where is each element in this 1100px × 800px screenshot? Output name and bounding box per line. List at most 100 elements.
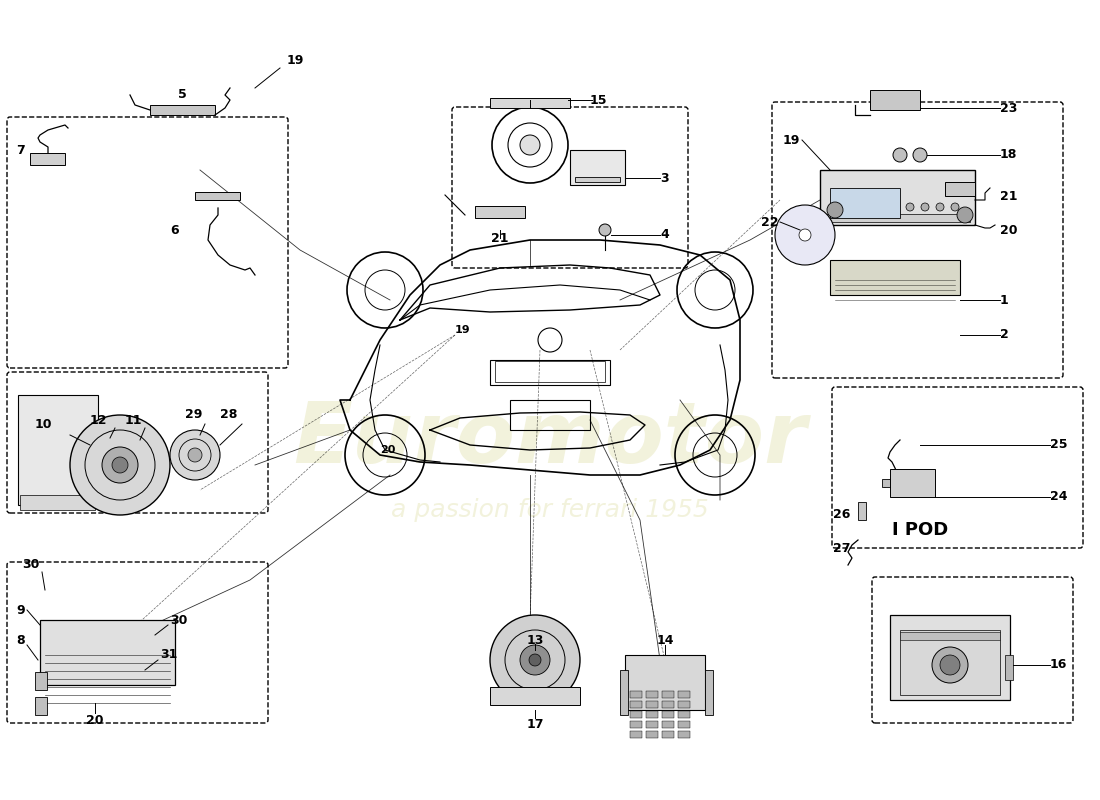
Bar (495, 361, 605, 382)
Text: 25: 25 (1050, 438, 1067, 451)
Bar (630, 711, 642, 718)
Bar (40, 620, 175, 685)
Bar (20, 495, 95, 510)
Text: 6: 6 (170, 223, 179, 237)
Circle shape (188, 448, 202, 462)
Circle shape (932, 647, 968, 683)
Bar (820, 170, 975, 225)
Circle shape (893, 148, 907, 162)
Bar (646, 701, 658, 708)
Bar (900, 632, 1000, 640)
Text: 29: 29 (185, 409, 202, 422)
Text: 24: 24 (1050, 490, 1067, 503)
Text: 21: 21 (492, 231, 508, 245)
Text: 13: 13 (526, 634, 543, 646)
Text: 15: 15 (590, 94, 607, 106)
Bar (858, 502, 866, 520)
Bar (890, 469, 935, 497)
Bar (475, 206, 525, 218)
Text: 19: 19 (782, 134, 800, 146)
Text: 9: 9 (16, 603, 25, 617)
Bar (490, 360, 610, 385)
Circle shape (112, 457, 128, 473)
Text: 30: 30 (23, 558, 40, 571)
Bar (662, 701, 674, 708)
Circle shape (921, 203, 929, 211)
Bar (510, 400, 590, 430)
Text: 16: 16 (1050, 658, 1067, 671)
Bar (35, 672, 47, 690)
Bar (646, 691, 658, 698)
Bar (490, 98, 570, 108)
Circle shape (70, 415, 170, 515)
Text: 23: 23 (1000, 102, 1018, 114)
Circle shape (940, 655, 960, 675)
Text: 20: 20 (381, 445, 396, 455)
Text: 10: 10 (35, 418, 53, 431)
Bar (630, 731, 642, 738)
Bar (678, 711, 690, 718)
Text: 27: 27 (833, 542, 850, 554)
Bar (620, 670, 628, 715)
Circle shape (529, 654, 541, 666)
Text: 11: 11 (125, 414, 143, 426)
Bar (890, 615, 1010, 700)
Text: 8: 8 (16, 634, 25, 646)
Text: 19: 19 (454, 325, 470, 335)
Bar (1005, 655, 1013, 680)
Bar (825, 214, 970, 222)
Text: 7: 7 (16, 143, 25, 157)
Text: 30: 30 (170, 614, 187, 626)
Bar (630, 691, 642, 698)
Bar (662, 721, 674, 728)
Bar (575, 177, 620, 182)
Bar (630, 721, 642, 728)
Bar (646, 721, 658, 728)
Bar (630, 701, 642, 708)
Circle shape (520, 645, 550, 675)
Text: 4: 4 (660, 229, 669, 242)
Text: 26: 26 (833, 509, 850, 522)
Circle shape (957, 207, 974, 223)
Bar (662, 691, 674, 698)
Text: I POD: I POD (892, 521, 948, 539)
Bar (646, 731, 658, 738)
Text: 3: 3 (660, 171, 669, 185)
Circle shape (799, 229, 811, 241)
Bar (625, 655, 705, 710)
Text: 28: 28 (220, 409, 238, 422)
Circle shape (952, 203, 959, 211)
Bar (705, 670, 713, 715)
Bar (830, 188, 900, 218)
Text: 2: 2 (1000, 329, 1009, 342)
Text: 18: 18 (1000, 149, 1018, 162)
Text: 19: 19 (286, 54, 304, 66)
Circle shape (520, 135, 540, 155)
Text: 17: 17 (526, 718, 543, 731)
Bar (150, 105, 214, 115)
Bar (30, 153, 65, 165)
Bar (570, 150, 625, 185)
Bar (662, 731, 674, 738)
Circle shape (600, 224, 610, 236)
Text: 21: 21 (1000, 190, 1018, 202)
Circle shape (913, 148, 927, 162)
Bar (678, 721, 690, 728)
Bar (678, 691, 690, 698)
Circle shape (170, 430, 220, 480)
Bar (490, 687, 580, 705)
Bar (646, 711, 658, 718)
Bar (830, 260, 960, 295)
Bar (678, 701, 690, 708)
Text: 12: 12 (90, 414, 108, 426)
Circle shape (102, 447, 138, 483)
Bar (945, 182, 975, 196)
Circle shape (906, 203, 914, 211)
Text: 20: 20 (86, 714, 103, 726)
Text: 1: 1 (1000, 294, 1009, 306)
Bar (882, 479, 896, 487)
Bar (18, 395, 98, 505)
Circle shape (776, 205, 835, 265)
Circle shape (827, 202, 843, 218)
Text: 31: 31 (160, 649, 177, 662)
